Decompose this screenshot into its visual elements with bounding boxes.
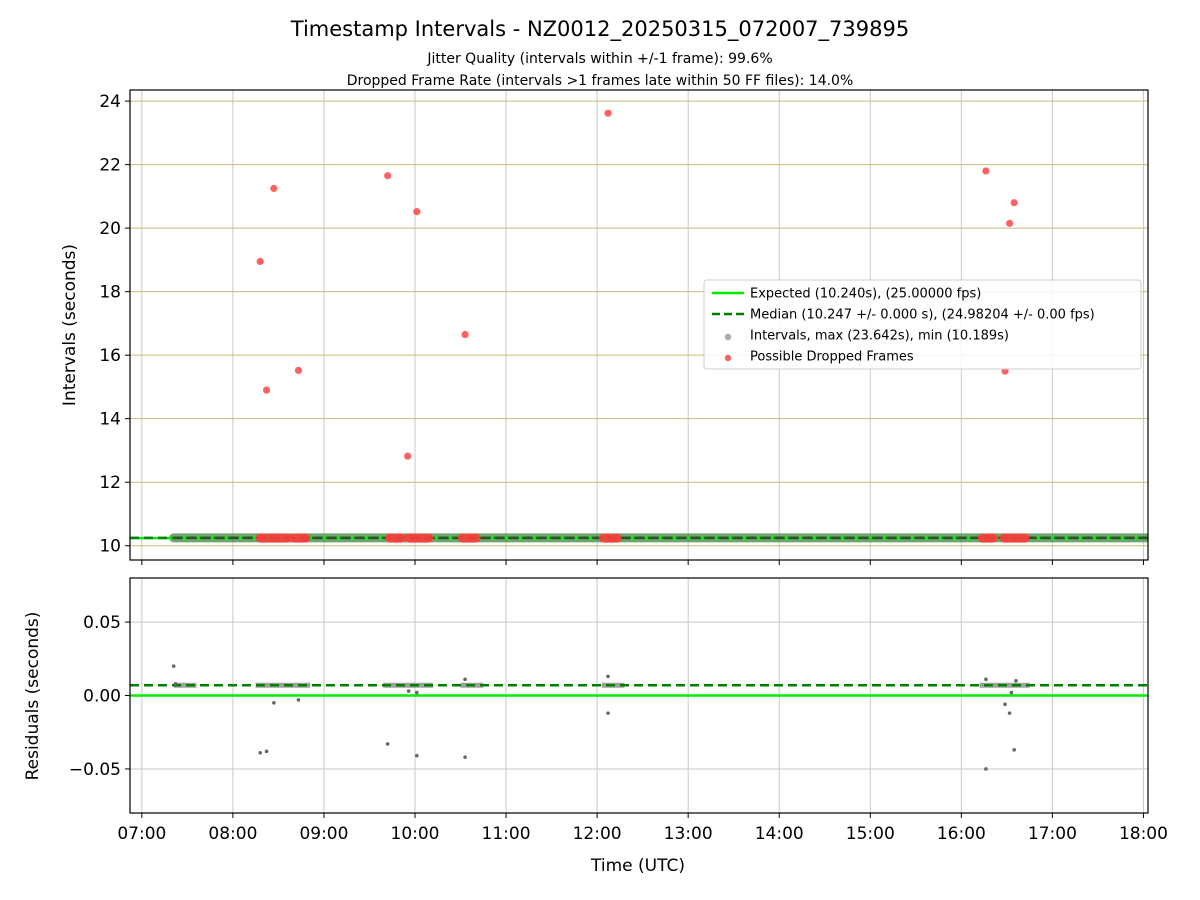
y-tick-label: 18 bbox=[99, 283, 121, 303]
residual-point bbox=[264, 749, 269, 754]
x-tick-label: 08:00 bbox=[208, 824, 257, 844]
x-tick-label: 09:00 bbox=[299, 824, 348, 844]
plot-area bbox=[130, 664, 1148, 771]
dropped-frame-point bbox=[270, 184, 278, 193]
legend-label-expected: Expected (10.240s), (25.00000 fps) bbox=[750, 287, 981, 302]
x-tick-label: 16:00 bbox=[937, 824, 986, 844]
x-tick-label: 14:00 bbox=[755, 824, 804, 844]
residuals-panel: 0.05 0.00 −0.05 07:00 08:00 09:00 10:00 11:00 12… bbox=[69, 577, 1168, 844]
y-tick-label: 12 bbox=[99, 473, 121, 493]
dropped-frame-point bbox=[982, 167, 990, 175]
x-tick-label: 18:00 bbox=[1119, 824, 1168, 844]
legend-label-dropped: Possible Dropped Frames bbox=[750, 350, 914, 365]
y-tick-label: −0.05 bbox=[69, 760, 121, 780]
intervals-panel: 10 12 14 16 18 20 22 24 bbox=[99, 89, 1149, 565]
x-tick-label: 12:00 bbox=[573, 824, 622, 844]
dropped-frame-point bbox=[604, 109, 612, 117]
residual-point bbox=[258, 750, 263, 755]
residual-point bbox=[173, 681, 178, 686]
y-tick-label: 20 bbox=[99, 219, 121, 239]
dropped-frame-point bbox=[1005, 219, 1014, 227]
y-tick-label: 16 bbox=[99, 346, 121, 366]
dropped-frame-point bbox=[1010, 199, 1018, 207]
residual-point bbox=[171, 664, 176, 668]
residual-point bbox=[463, 677, 467, 682]
x-tick-label: 11:00 bbox=[482, 824, 531, 844]
residual-point bbox=[1012, 748, 1016, 752]
residual-point bbox=[1014, 679, 1018, 683]
x-tick-label: 17:00 bbox=[1028, 824, 1077, 844]
residual-point bbox=[1007, 711, 1012, 715]
residual-point bbox=[984, 677, 988, 682]
chart-subtitle-dropped-rate: Dropped Frame Rate (intervals >1 frames … bbox=[347, 73, 854, 89]
x-tick-label: 07:00 bbox=[117, 824, 166, 844]
dropped-frame-point bbox=[404, 452, 412, 460]
x-axis-label: Time (UTC) bbox=[590, 856, 685, 876]
dropped-frame-point bbox=[384, 172, 392, 180]
residuals-y-axis-label: Residuals (seconds) bbox=[23, 612, 43, 781]
legend-intervals-swatch bbox=[724, 333, 732, 341]
panel-frame bbox=[129, 89, 1149, 561]
x-tick-label: 13:00 bbox=[664, 824, 713, 844]
y-tick-label: 10 bbox=[99, 537, 121, 557]
legend-box bbox=[703, 279, 1142, 370]
residual-point bbox=[1009, 690, 1014, 695]
residual-point bbox=[463, 755, 467, 759]
residual-point bbox=[606, 674, 610, 679]
y-tick-label: 14 bbox=[99, 410, 121, 430]
chart-title: Timestamp Intervals - NZ0012_20250315_07… bbox=[290, 17, 909, 42]
chart-legend: Expected (10.240s), (25.00000 fps) Median… bbox=[703, 279, 1142, 370]
y-tick-label: 22 bbox=[99, 156, 121, 176]
legend-dropped-swatch bbox=[724, 354, 732, 362]
dropped-frame-point bbox=[413, 208, 421, 216]
y-tick-label: 0.00 bbox=[83, 687, 121, 707]
legend-label-intervals: Intervals, max (23.642s), min (10.189s) bbox=[750, 329, 1009, 344]
chart-subtitle-jitter: Jitter Quality (intervals within +/-1 fr… bbox=[426, 51, 772, 67]
residual-point bbox=[1003, 702, 1007, 707]
legend-label-median: Median (10.247 +/- 0.000 s), (24.98204 +… bbox=[750, 308, 1095, 323]
dropped-frame-point bbox=[461, 330, 469, 339]
residual-point bbox=[415, 753, 419, 758]
y-tick-label: 24 bbox=[99, 92, 121, 112]
intervals-y-axis-label: Intervals (seconds) bbox=[60, 244, 80, 406]
y-tick-label: 0.05 bbox=[83, 613, 121, 633]
residual-point bbox=[272, 701, 276, 705]
x-tick-label: 15:00 bbox=[846, 824, 895, 844]
residual-point bbox=[984, 767, 988, 771]
residual-point bbox=[406, 689, 411, 693]
residual-point bbox=[296, 698, 301, 702]
dropped-frame-point bbox=[256, 257, 264, 266]
plot-area bbox=[130, 109, 1148, 543]
dropped-frame-point bbox=[262, 386, 271, 394]
residual-point bbox=[415, 690, 419, 695]
residual-point bbox=[606, 711, 610, 715]
x-tick-label: 10:00 bbox=[391, 824, 440, 844]
residual-point bbox=[385, 742, 390, 746]
dropped-frame-point bbox=[294, 366, 303, 375]
